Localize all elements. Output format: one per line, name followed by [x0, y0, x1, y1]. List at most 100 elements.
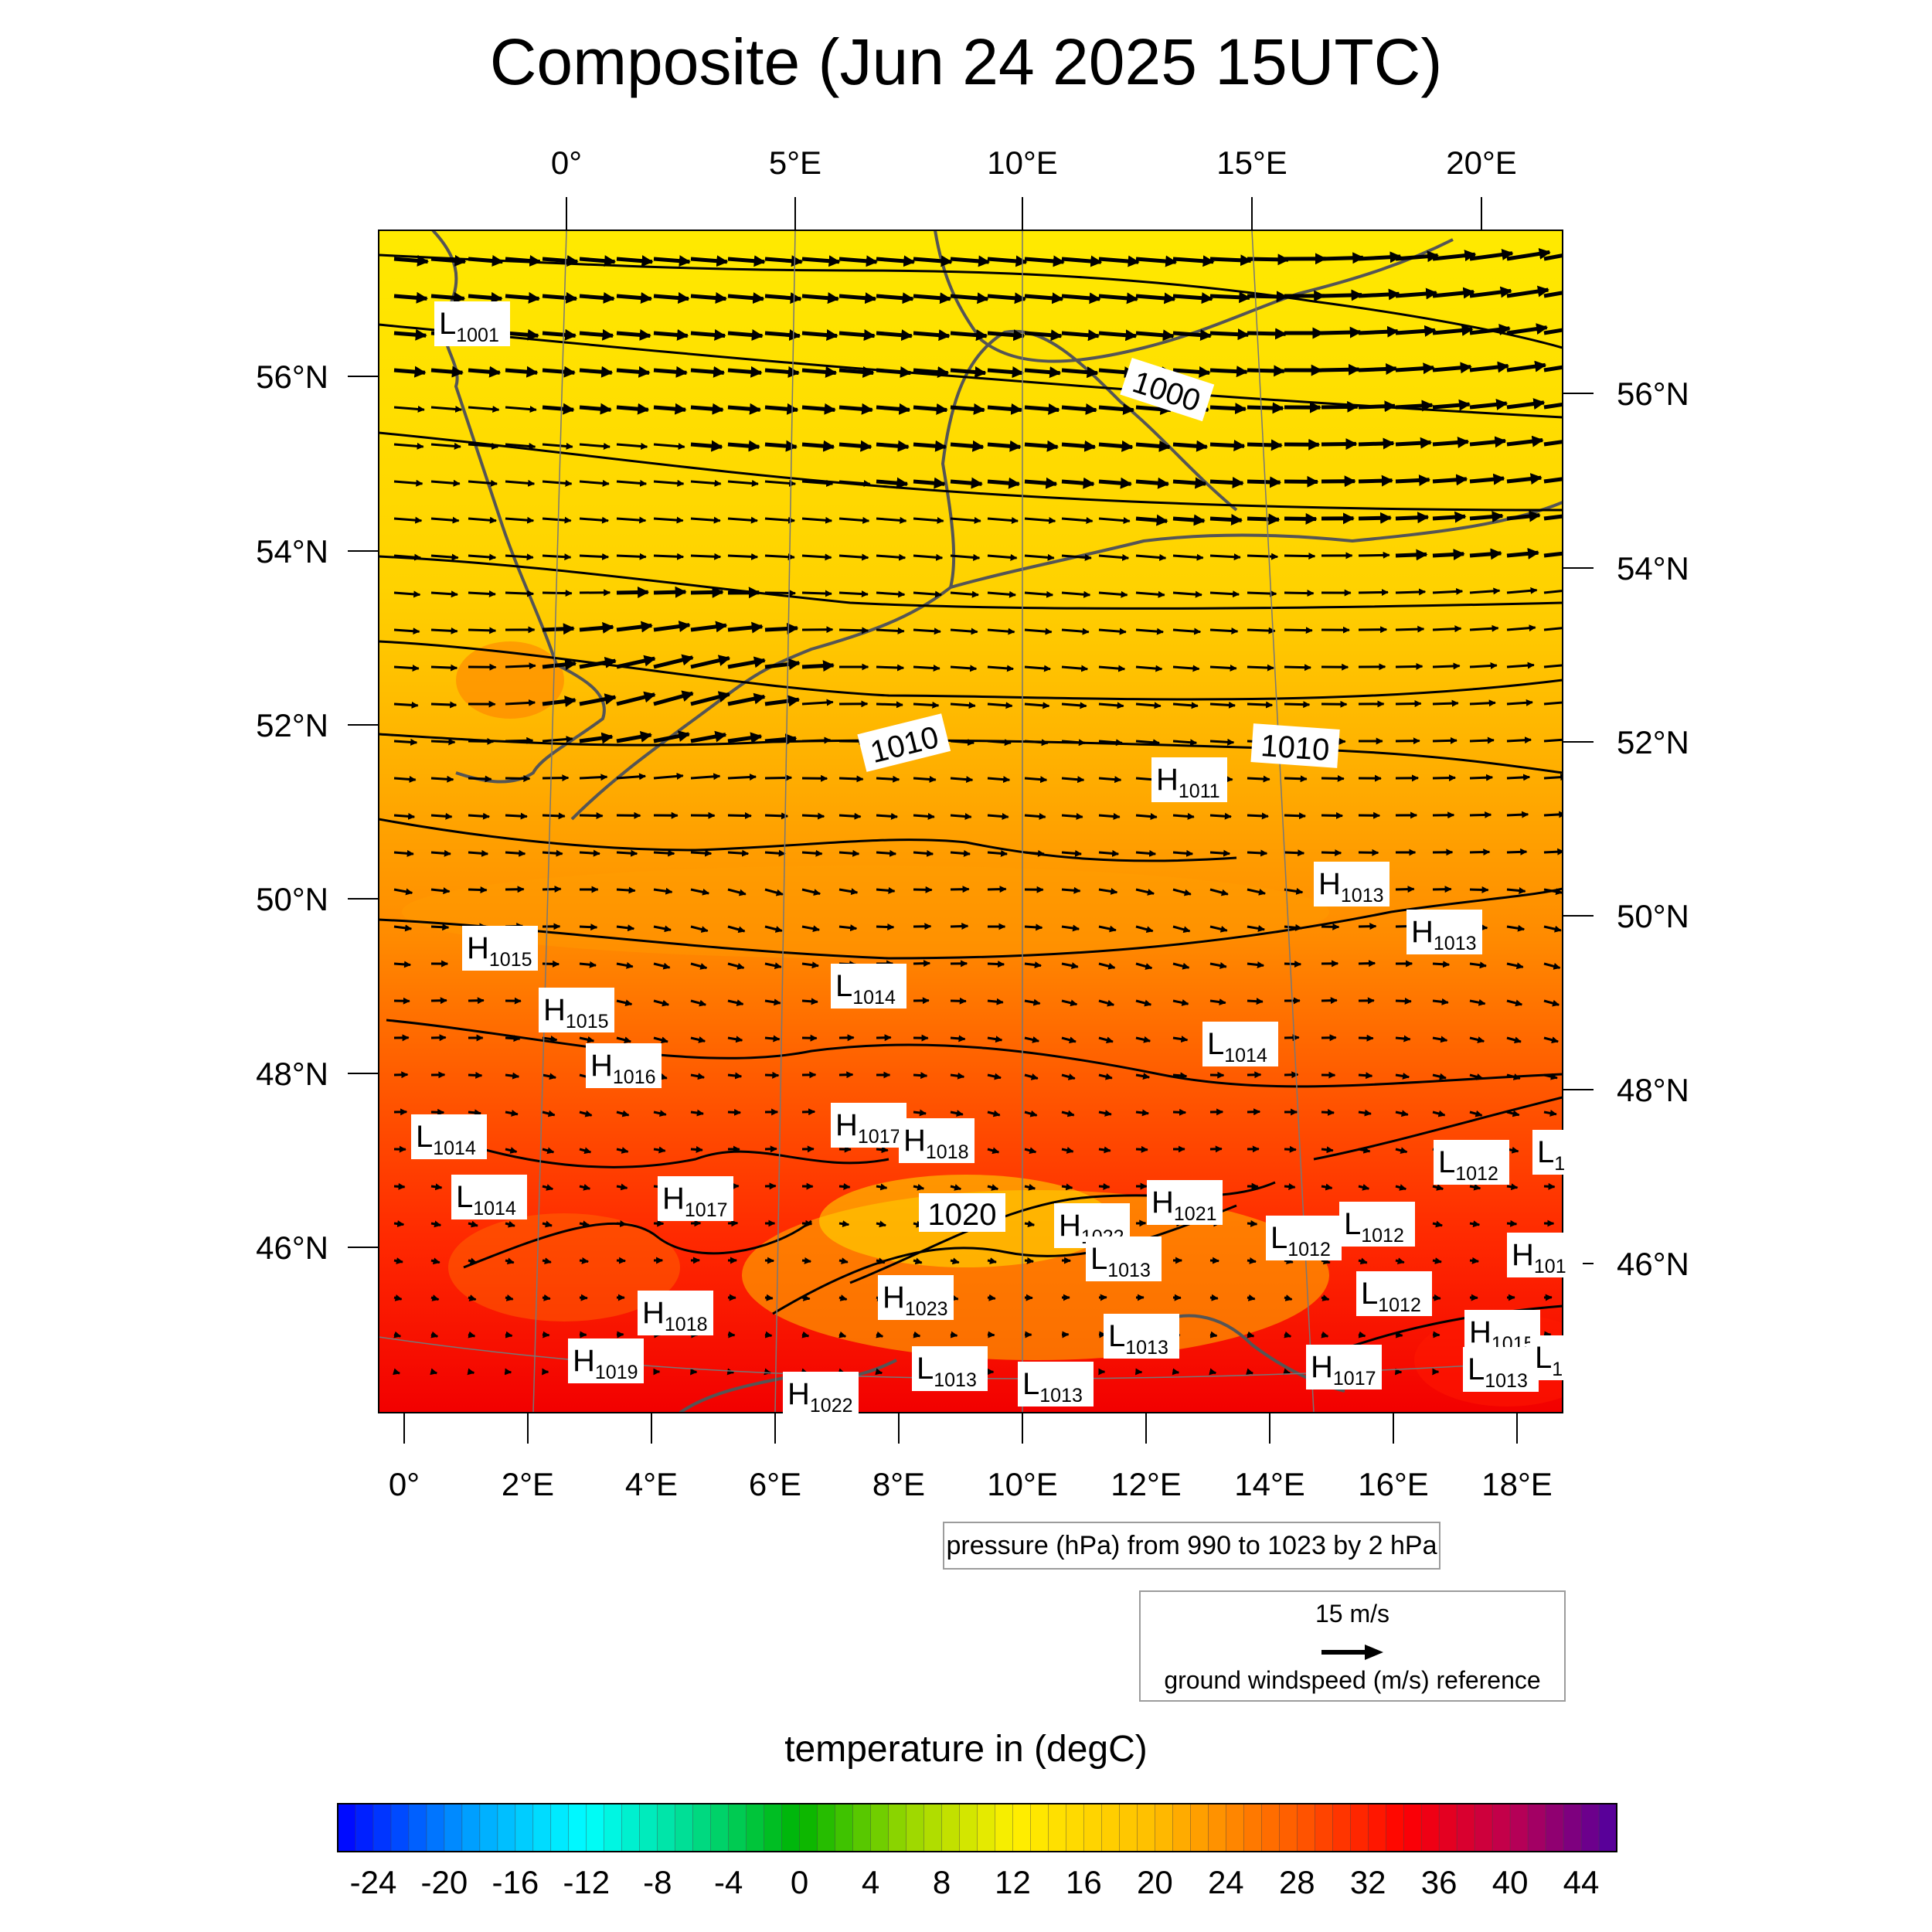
wind-vector [616, 255, 654, 267]
wind-vector [1395, 662, 1423, 670]
colorbar-swatch [692, 1803, 712, 1852]
wind-vector [542, 774, 570, 782]
wind-vector [1209, 738, 1235, 746]
wind-vector [838, 1331, 847, 1338]
wind-vector [1061, 665, 1089, 672]
wind-vector [1469, 961, 1487, 969]
wind-vector [801, 849, 823, 857]
bottom-lon-label: 8°E [872, 1466, 925, 1502]
colorbar-swatch [1279, 1803, 1298, 1852]
svg-text:L1: L1 [1535, 1341, 1563, 1380]
svg-text:L1014: L1014 [1207, 1027, 1267, 1066]
wind-vector [505, 590, 535, 597]
wind-vector [616, 730, 652, 743]
wind-vector [616, 366, 651, 378]
wind-vector [1506, 699, 1533, 706]
wind-vector [690, 366, 726, 378]
wind-vector [1247, 998, 1264, 1005]
wind-vector [542, 1147, 555, 1155]
wind-vector [1024, 366, 1062, 379]
wind-vector [1209, 628, 1239, 635]
wind-vector [1135, 1036, 1151, 1043]
wind-vector [1432, 1110, 1446, 1117]
colorbar-swatch [1083, 1803, 1103, 1852]
wind-vector [1024, 739, 1049, 747]
wind-vector [393, 961, 411, 968]
wind-vector [1024, 1257, 1034, 1264]
svg-text:L1012: L1012 [1344, 1207, 1404, 1247]
wind-vector [1172, 329, 1213, 342]
wind-vector [876, 1146, 889, 1154]
wind-vector [430, 849, 451, 857]
wind-vector [801, 736, 832, 744]
wind-vector [393, 553, 422, 561]
wind-vector [616, 999, 633, 1007]
wind-vector [1098, 628, 1127, 635]
wind-vector [1432, 474, 1468, 486]
wind-vector [1024, 849, 1045, 857]
isobar [772, 1204, 1237, 1315]
wind-vector [430, 1331, 439, 1338]
wind-vector [1432, 287, 1475, 299]
wind-vector [1061, 886, 1081, 894]
wind-vector [1506, 360, 1547, 372]
wind-vector [1098, 702, 1124, 709]
wind-vector [393, 1071, 409, 1079]
wind-vector [950, 812, 972, 820]
wind-vector [1506, 1073, 1521, 1080]
colorbar-swatch [675, 1803, 694, 1852]
wind-vector [1432, 511, 1467, 523]
wind-vector [1247, 1108, 1261, 1116]
wind-vector [430, 775, 454, 783]
wind-vector [838, 1220, 850, 1228]
colorbar-swatch [1580, 1803, 1600, 1852]
wind-vector [653, 887, 673, 895]
wind-vector [430, 738, 456, 746]
contour-info-box: pressure (hPa) from 990 to 1023 by 2 hPa [943, 1522, 1440, 1570]
wind-vector [1135, 665, 1163, 672]
wind-vector [1543, 888, 1563, 896]
wind-vector [1321, 774, 1345, 782]
wind-vector [468, 291, 503, 304]
svg-text:L1: L1 [1537, 1135, 1565, 1175]
isobar [379, 555, 1563, 610]
wind-vector [690, 1073, 705, 1080]
wind-vector [1247, 849, 1268, 857]
wind-vector [1061, 292, 1101, 304]
colorbar-tick-label: 4 [862, 1864, 879, 1900]
wind-vector [1395, 287, 1438, 300]
wind-vector [1024, 1036, 1040, 1043]
wind-vector [1395, 250, 1439, 263]
wind-vector [1209, 888, 1229, 896]
wind-vector [653, 690, 694, 706]
low-pressure-center: L1013 [912, 1346, 988, 1391]
colorbar-swatch [1137, 1803, 1156, 1852]
wind-vector [1469, 1220, 1481, 1228]
wind-vector [801, 1331, 810, 1338]
wind-vector [1247, 1257, 1257, 1264]
wind-vector [1395, 588, 1427, 596]
svg-text:H1017: H1017 [1311, 1350, 1376, 1389]
wind-vector [1172, 888, 1192, 896]
wind-vector [987, 1110, 1001, 1117]
wind-vector [1209, 1257, 1219, 1264]
wind-vector [950, 1110, 964, 1117]
wind-vector [987, 553, 1018, 561]
wind-vector [430, 254, 467, 267]
wind-vector [801, 998, 818, 1005]
wind-vector [653, 621, 691, 632]
wind-vector [876, 516, 907, 524]
wind-vector [468, 1220, 478, 1228]
wind-vector [913, 1109, 927, 1117]
wind-vector [727, 403, 762, 415]
wind-vector [764, 998, 781, 1006]
wind-vector [393, 366, 427, 378]
wind-vector [542, 1036, 558, 1043]
colorbar-swatch [621, 1803, 641, 1852]
wind-vector [838, 329, 876, 342]
wind-vector [1135, 329, 1175, 342]
wind-vector [1098, 812, 1121, 820]
wind-vector [1209, 477, 1244, 488]
wind-vector [1395, 362, 1435, 375]
wind-vector [727, 849, 750, 857]
